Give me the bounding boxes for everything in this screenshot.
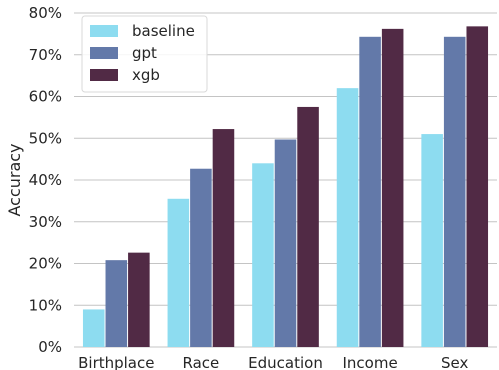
bars (82, 26, 489, 348)
legend: baseline gpt xgb (81, 15, 208, 93)
x-tick-label: Birthplace (78, 354, 154, 370)
bar-baseline-race (167, 198, 190, 347)
bar-baseline-education (252, 163, 274, 347)
bar-gpt-sex (443, 36, 466, 348)
y-tick-label: 50% (29, 129, 62, 147)
bar-xgb-birthplace (128, 252, 150, 347)
x-tick-label: Race (183, 354, 220, 370)
x-tick-label: Education (248, 354, 323, 370)
bar-gpt-birthplace (105, 260, 128, 347)
bar-gpt-education (274, 139, 297, 347)
legend-label-xgb: xgb (132, 66, 160, 84)
bar-gpt-income (359, 36, 381, 348)
bar-baseline-sex (421, 134, 443, 347)
y-axis-label: Accuracy (5, 143, 24, 216)
bar-baseline-birthplace (82, 309, 105, 347)
bar-baseline-income (336, 88, 359, 348)
legend-label-gpt: gpt (132, 44, 157, 62)
x-tick-label: Sex (441, 354, 468, 370)
bar-xgb-income (381, 28, 404, 348)
x-tick-labels: Birthplace Race Education Income Sex (78, 354, 468, 370)
bar-gpt-race (190, 168, 212, 347)
y-tick-label: 70% (29, 46, 62, 64)
bar-xgb-sex (466, 26, 489, 348)
legend-swatch-xgb (90, 69, 118, 81)
x-tick-label: Income (342, 354, 397, 370)
legend-swatch-gpt (90, 47, 118, 59)
y-tick-label: 10% (29, 296, 62, 314)
y-tick-labels: 0% 10% 20% 30% 40% 50% 60% 70% 80% (29, 4, 62, 356)
y-tick-label: 40% (29, 171, 62, 189)
bar-xgb-race (212, 129, 235, 347)
y-tick-label: 60% (29, 88, 62, 106)
bar-xgb-education (297, 106, 319, 347)
legend-swatch-baseline (90, 25, 118, 37)
y-tick-label: 80% (29, 4, 62, 22)
legend-label-baseline: baseline (132, 22, 195, 40)
y-tick-label: 30% (29, 213, 62, 231)
y-tick-label: 0% (38, 338, 62, 356)
y-tick-label: 20% (29, 255, 62, 273)
